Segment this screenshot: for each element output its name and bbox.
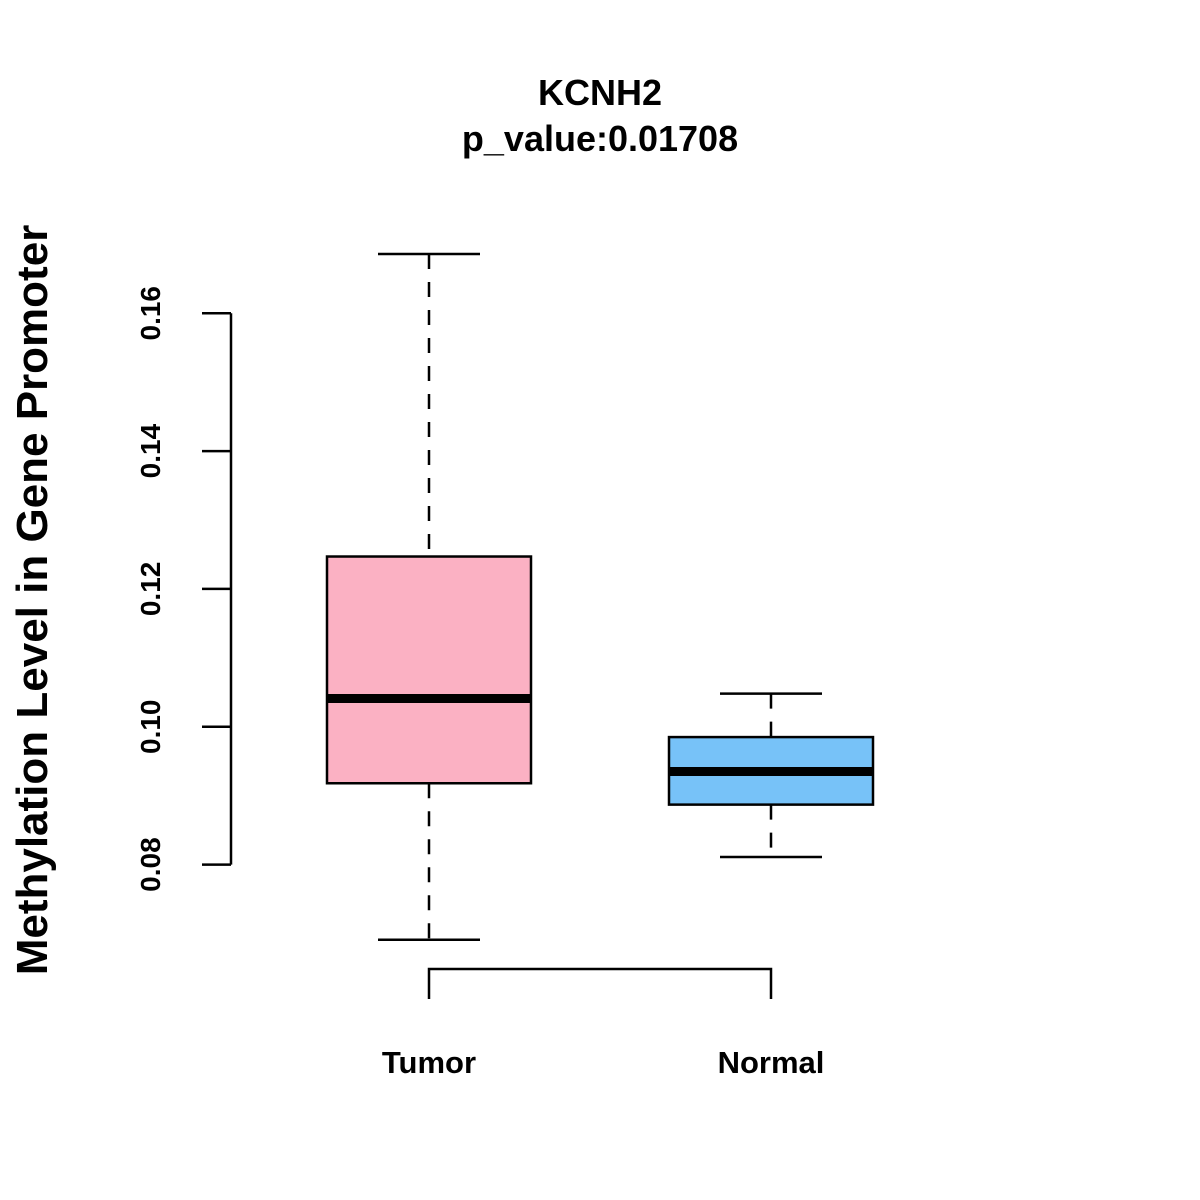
y-axis: 0.08 0.10 0.12 0.14 0.16 — [135, 286, 233, 892]
chart-title: KCNH2 — [538, 72, 662, 113]
y-tick-label: 0.16 — [135, 286, 166, 341]
bracket-line — [427, 967, 773, 999]
category-labels: Tumor Normal — [382, 1045, 824, 1080]
y-axis-label: Methylation Level in Gene Promoter — [8, 225, 57, 976]
y-tick-label: 0.10 — [135, 699, 166, 754]
y-tick-label: 0.14 — [135, 423, 166, 478]
category-label-normal: Normal — [718, 1045, 825, 1080]
category-label-tumor: Tumor — [382, 1045, 476, 1080]
boxes — [325, 252, 875, 941]
significance-bracket — [427, 967, 773, 999]
box-iqr — [325, 555, 533, 785]
chart-subtitle: p_value:0.01708 — [462, 118, 738, 159]
box-normal — [667, 692, 875, 859]
y-tick-label: 0.08 — [135, 837, 166, 892]
box-tumor — [325, 252, 533, 941]
y-tick-label: 0.12 — [135, 562, 166, 617]
